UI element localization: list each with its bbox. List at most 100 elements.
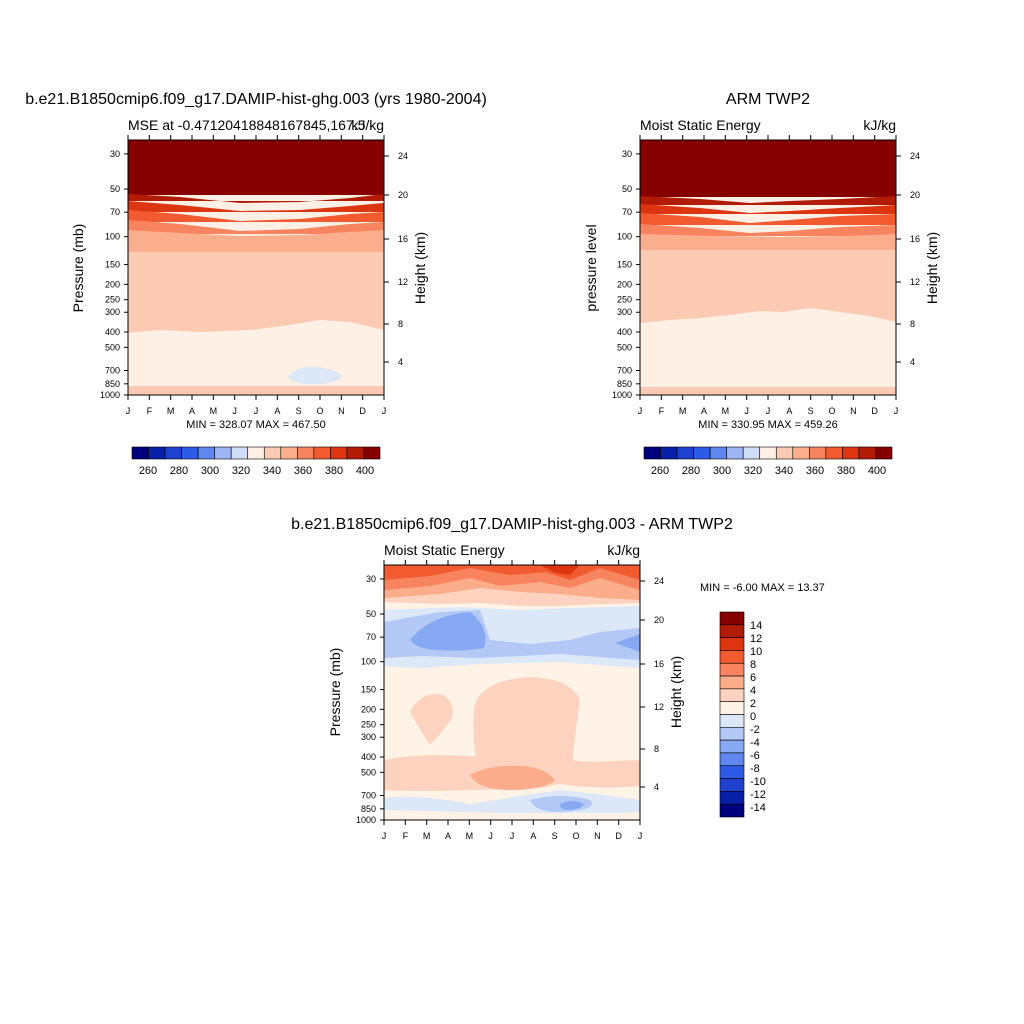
model-pressure-tick-label: 30 [110, 149, 120, 159]
model-month-tick-label: F [147, 406, 153, 416]
diff-month-tick-label: J [488, 831, 493, 841]
obs-colorbar-swatch [643, 446, 661, 460]
model-month-tick-label: J [382, 406, 387, 416]
diff-colorbar-label: 12 [750, 633, 762, 645]
diff-pressure-tick-label: 1000 [356, 815, 376, 825]
diff-height-tick: 4 [654, 782, 659, 792]
diff-pressure-tick-label: 150 [361, 685, 376, 695]
model-subtitle: MSE at -0.47120418848167845,167.5 [128, 117, 366, 133]
obs-pressure-tick-label: 400 [617, 327, 632, 337]
obs-pressure-tick-label: 50 [622, 184, 632, 194]
model-min-max: MIN = 328.07 MAX = 467.50 [186, 419, 325, 431]
obs-pressure-tick-label: 30 [622, 149, 632, 159]
obs-pressure-tick-label: 700 [617, 365, 632, 375]
diff-colorbar-label: -8 [750, 763, 760, 775]
model-contour-plot [128, 140, 384, 395]
obs-pressure-tick-label: 250 [617, 295, 632, 305]
obs-colorbar-swatch [825, 446, 843, 460]
model-colorbar-swatch [148, 446, 166, 460]
obs-month-tick-label: A [786, 406, 792, 416]
model-band-335 [288, 366, 342, 384]
diff-colorbar-swatch [719, 611, 745, 626]
obs-month-tick-label: M [679, 406, 687, 416]
diff-colorbar-label: 2 [750, 698, 756, 710]
diff-month-tick-label: A [530, 831, 536, 841]
diff-colorbar-label: 14 [750, 620, 762, 632]
model-colorbar-swatch [263, 446, 282, 460]
model-band-390 [128, 194, 384, 203]
model-pressure-tick-label: 1000 [100, 390, 120, 400]
obs-colorbar-swatch [693, 446, 711, 460]
model-month-tick-label: J [126, 406, 131, 416]
diff-band-minus5a [410, 612, 486, 651]
obs-colorbar [643, 446, 893, 460]
diff-colorbar-swatch [719, 701, 745, 715]
obs-colorbar-swatch [709, 446, 727, 460]
model-colorbar-label: 400 [356, 465, 374, 477]
diff-height-tick: 8 [654, 744, 659, 754]
model-colorbar-swatch [230, 446, 249, 460]
obs-pressure-tick-label: 200 [617, 279, 632, 289]
model-month-tick-label: M [210, 406, 218, 416]
obs-pressure-tick-label: 150 [617, 260, 632, 270]
model-colorbar [131, 446, 381, 460]
model-colorbar-swatch [280, 446, 298, 460]
model-pressure-tick-label: 200 [105, 279, 120, 289]
obs-colorbar-swatch [742, 446, 761, 460]
model-pressure-tick-label: 250 [105, 295, 120, 305]
diff-colorbar-swatch [719, 752, 745, 767]
obs-subtitle: Moist Static Energy [640, 117, 761, 133]
diff-month-tick-label: J [382, 831, 387, 841]
model-pressure-tick-label: 100 [105, 232, 120, 242]
obs-height-tick: 4 [910, 357, 915, 367]
model-height-tick: 24 [398, 151, 408, 161]
model-height-tick: 16 [398, 234, 408, 244]
obs-colorbar-label: 360 [806, 465, 824, 477]
model-colorbar-label: 360 [294, 465, 312, 477]
diff-pressure-tick-label: 250 [361, 720, 376, 730]
diff-contour-plot [384, 565, 640, 820]
model-colorbar-label: 320 [232, 465, 250, 477]
model-height-tick: 4 [398, 357, 403, 367]
model-band-380 [128, 201, 384, 212]
model-colorbar-swatch [346, 446, 364, 460]
diff-subtitle: Moist Static Energy [384, 542, 505, 558]
obs-month-tick-label: D [871, 406, 878, 416]
model-colorbar-label: 300 [201, 465, 219, 477]
obs-height-tick: 12 [910, 277, 920, 287]
diff-panel: b.e21.B1850cmip6.f09_g17.DAMIP-hist-ghg.… [291, 516, 825, 841]
obs-month-tick-label: J [766, 406, 771, 416]
obs-colorbar-label: 280 [682, 465, 700, 477]
obs-pressure-tick-label: 100 [617, 232, 632, 242]
obs-colorbar-labels: 260 280 300 320 340 360 380 400 [651, 465, 886, 477]
obs-month-tick-label: J [638, 406, 643, 416]
obs-month-tick-label: O [828, 406, 835, 416]
model-colorbar-label: 260 [139, 465, 157, 477]
model-pressure-tick-label: 400 [105, 327, 120, 337]
model-colorbar-label: 340 [263, 465, 281, 477]
obs-colorbar-swatch [809, 446, 827, 460]
diff-colorbar-label: -14 [750, 802, 766, 814]
model-pressure-tick-label: 700 [105, 365, 120, 375]
obs-band-390 [640, 196, 896, 205]
diff-colorbar-swatch [719, 624, 745, 638]
diff-colorbar-swatch [719, 739, 745, 754]
obs-band-350 [640, 234, 896, 252]
diff-month-tick-label: O [572, 831, 579, 841]
diff-colorbar-swatch [719, 688, 745, 702]
diff-band-minus5-surface [560, 801, 584, 810]
model-colorbar-swatch [330, 446, 348, 460]
obs-month-tick-label: F [659, 406, 665, 416]
diff-colorbar-swatch [719, 650, 745, 664]
obs-month-tick-label: N [850, 406, 857, 416]
obs-colorbar-label: 340 [775, 465, 793, 477]
model-band-400 [128, 140, 384, 195]
obs-units: kJ/kg [863, 117, 896, 133]
diff-colorbar-label: 8 [750, 659, 756, 671]
obs-height-tick: 20 [910, 190, 920, 200]
model-colorbar-swatch [297, 446, 315, 460]
diff-colorbar [719, 611, 745, 818]
model-panel: b.e21.B1850cmip6.f09_g17.DAMIP-hist-ghg.… [25, 91, 487, 477]
model-band-surface [128, 386, 384, 395]
